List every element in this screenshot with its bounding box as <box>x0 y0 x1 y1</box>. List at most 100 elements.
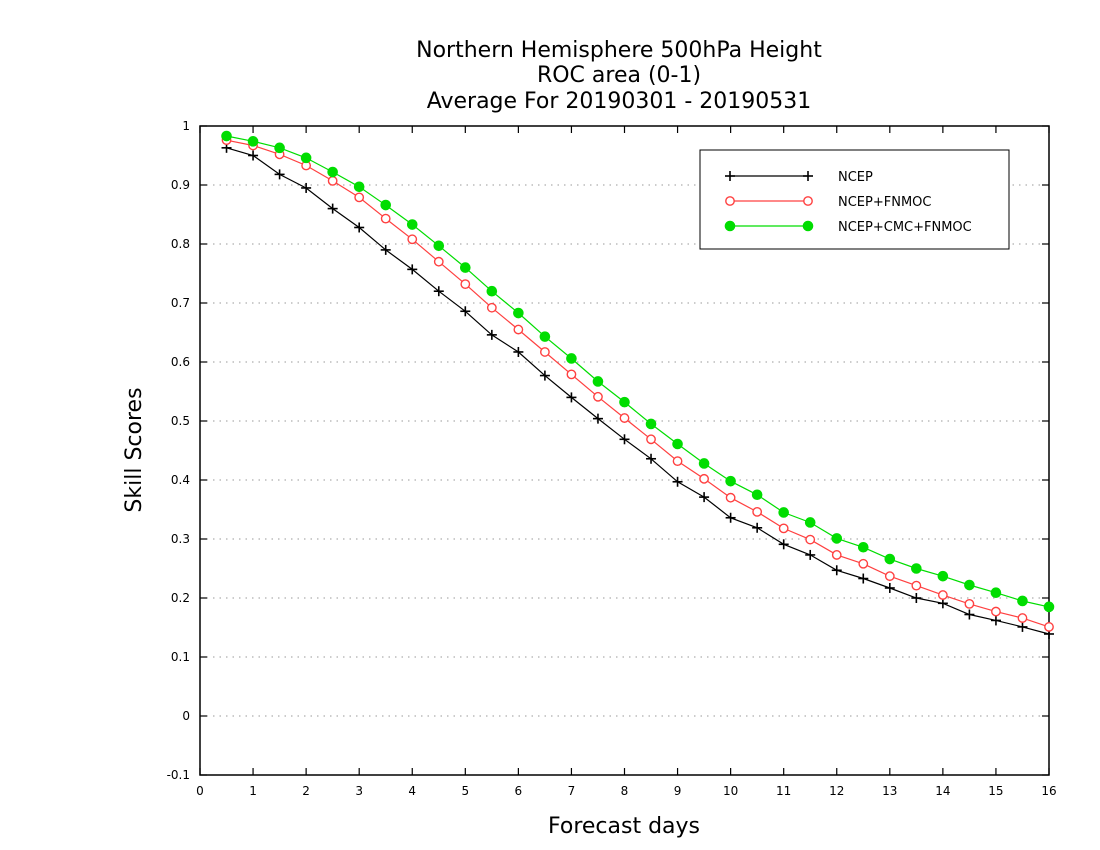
data-point-ncep-cmc-fnmoc <box>460 262 471 273</box>
x-tick-label: 12 <box>829 784 844 798</box>
y-tick-label: 0.3 <box>171 532 190 546</box>
x-tick-label: 10 <box>723 784 738 798</box>
x-tick-label: 6 <box>515 784 523 798</box>
data-point-ncep-cmc-fnmoc <box>221 130 232 142</box>
data-point-ncep-cmc-fnmoc <box>353 181 365 193</box>
x-tick-label: 4 <box>408 784 416 798</box>
series-line-ncep <box>226 147 1050 635</box>
x-tick-label: 7 <box>568 784 576 798</box>
data-point-ncep-fnmoc <box>566 369 577 380</box>
data-point-ncep-cmc-fnmoc <box>857 541 869 553</box>
y-tick-label: 0.4 <box>171 473 190 487</box>
data-point-ncep-fnmoc <box>725 492 736 503</box>
data-point-ncep-cmc-fnmoc <box>406 219 418 230</box>
data-point-ncep-fnmoc <box>619 413 630 423</box>
data-point-ncep <box>911 593 922 603</box>
series-ncep-cmc-fnmoc <box>221 130 1055 613</box>
data-point-ncep <box>407 264 418 275</box>
data-point-ncep-fnmoc <box>327 175 338 186</box>
legend: NCEP NCEP+FNMOC NCEP+CMC+FNMOC <box>699 149 1010 250</box>
data-point-ncep <box>619 434 630 445</box>
data-point-ncep-fnmoc <box>433 256 444 267</box>
data-point-ncep-fnmoc <box>354 192 365 203</box>
data-point-ncep <box>486 329 497 340</box>
data-point-ncep-cmc-fnmoc <box>725 475 736 487</box>
series-ncep <box>221 142 1054 639</box>
legend-entry-ncep: NCEP <box>725 170 873 185</box>
legend-marker <box>724 220 736 232</box>
data-point-ncep-cmc-fnmoc <box>274 142 285 154</box>
legend-entry-ncep-cmc-fnmoc: NCEP+CMC+FNMOC <box>724 220 972 235</box>
data-point-ncep-fnmoc <box>513 324 524 335</box>
x-tick-label: 9 <box>674 784 682 798</box>
data-point-ncep-fnmoc <box>486 302 497 313</box>
data-point-ncep-cmc-fnmoc <box>380 199 392 211</box>
data-point-ncep <box>964 609 975 620</box>
data-point-ncep-cmc-fnmoc <box>964 579 975 591</box>
axis-ticks: -0.100.10.20.30.40.50.60.70.80.910 1 2 3 4 5 6… <box>167 119 1057 798</box>
data-point-ncep <box>566 392 577 403</box>
y-tick-label: 0.6 <box>171 355 190 369</box>
data-point-ncep-cmc-fnmoc <box>1043 601 1055 613</box>
data-point-ncep-fnmoc <box>858 558 869 569</box>
data-point-ncep-fnmoc <box>540 347 550 357</box>
legend-entries: NCEP NCEP+FNMOC NCEP+CMC+FNMOC <box>724 170 972 235</box>
data-point-ncep-cmc-fnmoc <box>539 331 551 342</box>
data-point-ncep <box>672 476 683 487</box>
title-line-3: Average For 20190301 - 20190531 <box>427 89 812 114</box>
legend-marker <box>803 171 813 181</box>
legend-marker <box>725 171 735 181</box>
y-tick-label: 0.1 <box>171 650 190 664</box>
data-point-ncep-cmc-fnmoc <box>247 136 259 147</box>
x-axis-label: Forecast days <box>548 814 700 839</box>
data-point-ncep-fnmoc <box>778 523 789 534</box>
legend-label: NCEP <box>838 170 873 185</box>
data-point-ncep <box>990 615 1001 626</box>
data-point-ncep <box>592 413 603 424</box>
legend-label: NCEP+CMC+FNMOC <box>838 220 972 235</box>
x-tick-label: 15 <box>988 784 1003 798</box>
y-tick-label: 0.2 <box>171 591 190 605</box>
y-tick-label: 0.5 <box>171 414 190 428</box>
data-point-ncep <box>1017 621 1028 632</box>
data-point-ncep <box>354 222 365 233</box>
data-point-ncep <box>831 565 842 576</box>
legend-box <box>699 149 1010 250</box>
data-point-ncep-fnmoc <box>460 279 471 290</box>
gridlines <box>200 184 1049 717</box>
x-tick-label: 5 <box>461 784 469 798</box>
y-tick-label: 1 <box>182 119 190 133</box>
legend-marker <box>802 220 814 232</box>
data-point-ncep-cmc-fnmoc <box>327 166 338 178</box>
data-point-ncep-cmc-fnmoc <box>937 570 949 582</box>
series-ncep-fnmoc <box>221 135 1054 632</box>
data-point-ncep-fnmoc <box>1044 622 1054 632</box>
y-axis-label: Skill Scores <box>122 387 147 512</box>
data-point-ncep-cmc-fnmoc <box>672 438 683 450</box>
data-point-ncep-cmc-fnmoc <box>804 517 816 528</box>
data-point-ncep <box>248 150 259 161</box>
data-point-ncep <box>539 370 550 381</box>
x-tick-label: 11 <box>776 784 791 798</box>
data-point-ncep-cmc-fnmoc <box>433 240 445 252</box>
x-tick-label: 0 <box>196 784 204 798</box>
x-tick-label: 14 <box>935 784 950 798</box>
data-point-ncep-cmc-fnmoc <box>884 553 896 565</box>
data-point-ncep-cmc-fnmoc <box>592 376 604 387</box>
y-tick-label: 0.7 <box>171 296 190 310</box>
data-point-ncep <box>460 306 471 317</box>
data-point-ncep-fnmoc <box>884 571 895 582</box>
data-point-ncep-fnmoc <box>831 550 842 560</box>
x-tick-label: 2 <box>302 784 310 798</box>
data-point-ncep-fnmoc <box>991 606 1001 617</box>
y-tick-label: 0.8 <box>171 237 190 251</box>
legend-label: NCEP+FNMOC <box>838 195 931 210</box>
x-tick-label: 3 <box>355 784 363 798</box>
title-line-2: ROC area (0-1) <box>537 63 701 88</box>
data-point-ncep <box>699 492 710 503</box>
data-point-ncep-fnmoc <box>805 534 816 545</box>
data-point-ncep-cmc-fnmoc <box>698 458 710 469</box>
data-point-ncep <box>752 522 763 533</box>
data-point-ncep <box>646 453 657 464</box>
